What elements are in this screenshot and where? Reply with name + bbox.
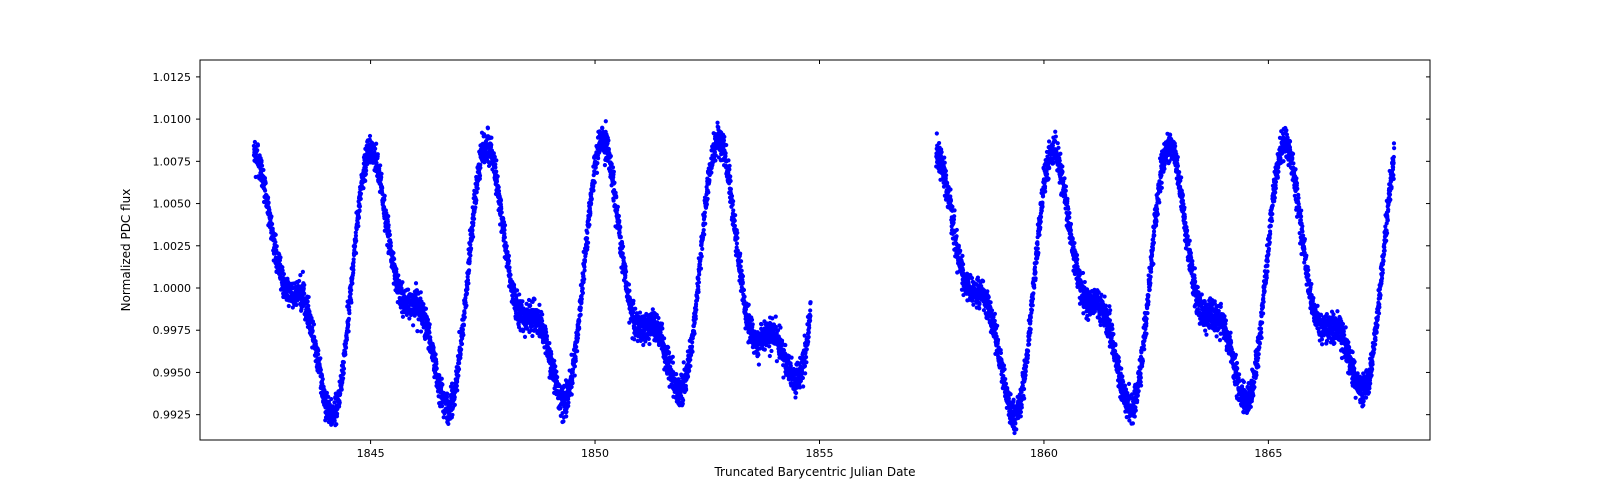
x-tick-label: 1850 [581, 447, 609, 460]
x-tick-label: 1845 [357, 447, 385, 460]
chart-background [0, 0, 1600, 500]
y-tick-label: 1.0025 [153, 240, 192, 253]
y-tick-label: 1.0125 [153, 71, 192, 84]
y-tick-label: 1.0075 [153, 155, 192, 168]
y-tick-label: 0.9925 [153, 409, 192, 422]
lightcurve-chart: 1845 1850 1855 1860 1865 0.9925 0.9950 0.9975 1.… [0, 0, 1600, 500]
y-tick-label: 1.0050 [153, 198, 192, 211]
y-tick-label: 0.9975 [153, 324, 192, 337]
y-tick-label: 1.0000 [153, 282, 192, 295]
x-axis-label: Truncated Barycentric Julian Date [713, 465, 915, 479]
y-tick-label: 1.0100 [153, 113, 192, 126]
y-tick-label: 0.9950 [153, 366, 192, 379]
x-tick-label: 1855 [805, 447, 833, 460]
chart-svg: 1845 1850 1855 1860 1865 0.9925 0.9950 0.9975 1.… [0, 0, 1600, 500]
x-tick-label: 1865 [1254, 447, 1282, 460]
y-axis-label: Normalized PDC flux [119, 189, 133, 312]
x-tick-label: 1860 [1030, 447, 1058, 460]
